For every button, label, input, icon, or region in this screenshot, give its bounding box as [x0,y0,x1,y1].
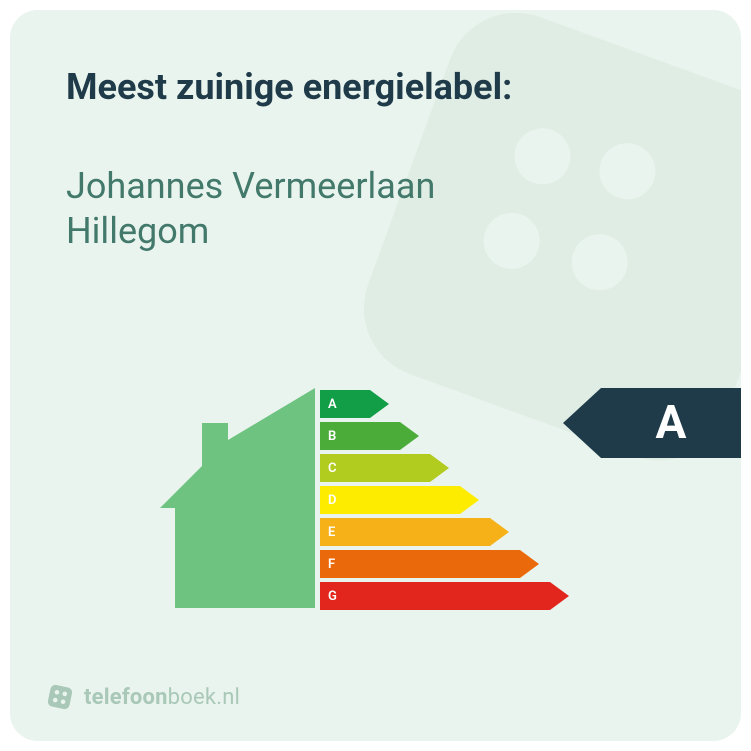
energy-bar-c: C [320,454,569,482]
energy-bar-d: D [320,486,569,514]
phonebook-logo-icon [46,683,74,711]
bar-arrow-icon [460,486,479,514]
footer-brand-text: telefoonboek.nl [84,685,240,710]
house-icon [160,388,315,608]
bar-arrow-icon [370,390,389,418]
energy-bar-label: D [320,486,460,514]
bar-arrow-icon [550,582,569,610]
energy-bar-a: A [320,390,569,418]
energy-bars: ABCDEFG [320,390,569,614]
bar-arrow-icon [490,518,509,546]
energy-chart: ABCDEFG [160,380,580,630]
energy-bar-label: E [320,518,490,546]
energy-bar-e: E [320,518,569,546]
energy-bar-label: F [320,550,520,578]
subtitle-line-1: Johannes Vermeerlaan [66,164,685,209]
energy-bar-g: G [320,582,569,610]
bar-arrow-icon [520,550,539,578]
card-title: Meest zuinige energielabel: [66,66,685,108]
rating-badge: A [563,388,741,458]
energy-bar-b: B [320,422,569,450]
energy-bar-f: F [320,550,569,578]
footer-brand-bold: telefoon [84,685,168,710]
info-card: Meest zuinige energielabel: Johannes Ver… [10,10,741,741]
badge-letter: A [601,388,741,458]
footer: telefoonboek.nl [46,683,240,711]
footer-brand-light: boek.nl [168,685,240,710]
energy-bar-label: B [320,422,400,450]
energy-bar-label: C [320,454,430,482]
bar-arrow-icon [430,454,449,482]
badge-arrow-icon [563,388,601,458]
subtitle-line-2: Hillegom [66,209,685,254]
card-subtitle: Johannes Vermeerlaan Hillegom [66,164,685,254]
bar-arrow-icon [400,422,419,450]
energy-bar-label: A [320,390,370,418]
energy-bar-label: G [320,582,550,610]
content-area: Meest zuinige energielabel: Johannes Ver… [10,10,741,741]
